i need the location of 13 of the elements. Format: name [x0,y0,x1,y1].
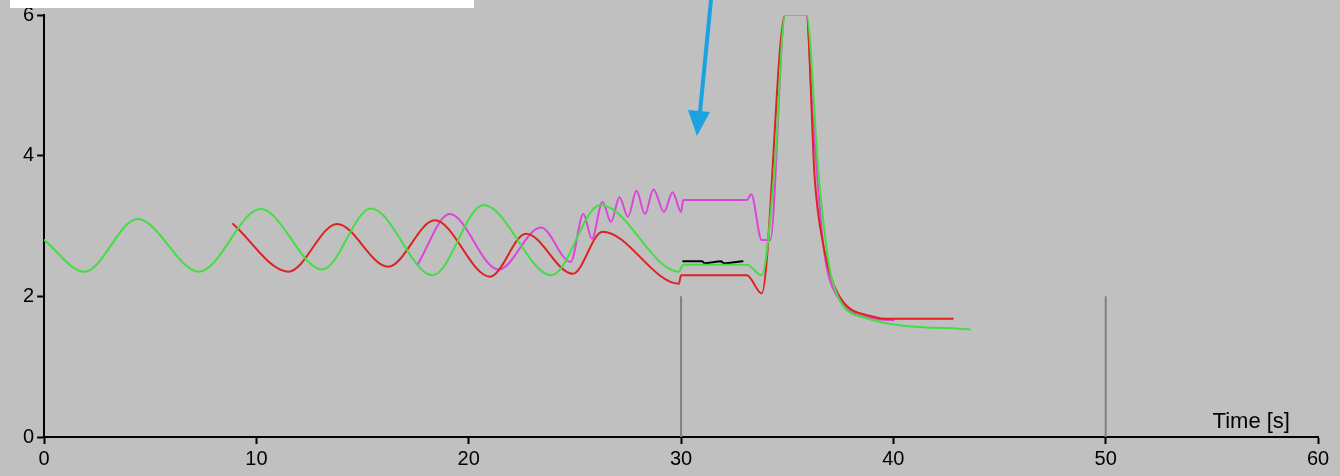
x-axis-title: Time [s] [1212,408,1290,434]
x-tick-label: 20 [457,446,480,469]
y-tick-label: 4 [23,143,35,166]
y-tick-label: 2 [23,283,35,306]
y-tick-label: 0 [23,424,35,447]
x-tick-label: 40 [882,446,905,469]
x-tick-label: 0 [38,446,50,469]
line-series [232,15,954,320]
x-tick-label: 10 [245,446,268,469]
x-tick-label: 30 [669,446,693,469]
x-tick-label: 60 [1306,446,1330,469]
line-series [44,15,971,331]
x-tick-label: 50 [1094,446,1117,469]
